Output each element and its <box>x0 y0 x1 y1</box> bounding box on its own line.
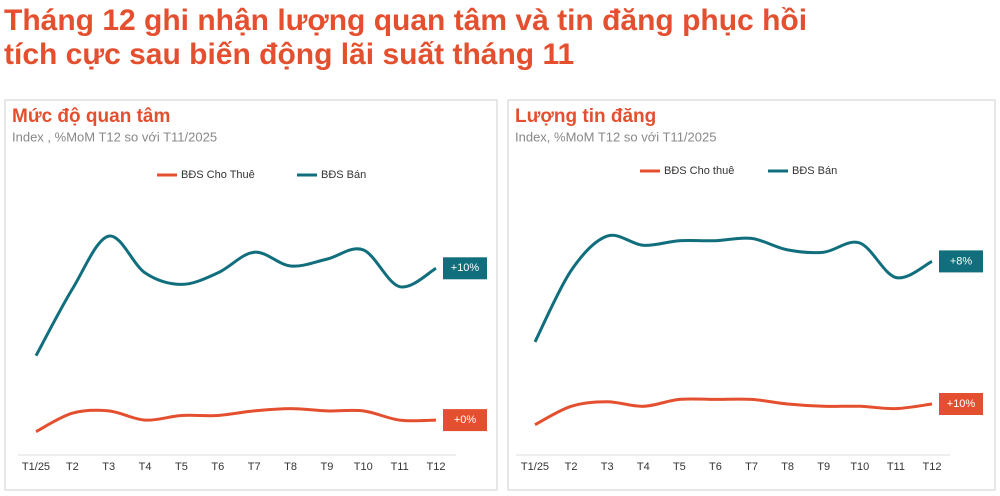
x-tick-label: T6 <box>211 461 224 473</box>
chart-title: Lượng tin đăng <box>515 106 656 127</box>
legend-label: BĐS Cho thuê <box>664 165 734 177</box>
x-tick-label: T9 <box>817 461 830 473</box>
x-tick-label: T10 <box>354 461 373 473</box>
x-tick-label: T3 <box>601 461 614 473</box>
panel <box>507 99 996 491</box>
end-label-box <box>443 257 487 280</box>
end-label-box <box>939 250 983 273</box>
end-label: +8% <box>950 255 973 267</box>
x-tick-label: T11 <box>887 461 905 473</box>
series-line <box>534 397 933 427</box>
series-line <box>34 234 437 357</box>
x-tick-label: T5 <box>673 461 686 473</box>
page-title: tích cực sau biến động lãi suất tháng 11 <box>4 38 574 71</box>
x-tick-label: T10 <box>850 461 869 473</box>
chart-subtitle: Index , %MoM T12 so với T11/2025 <box>12 129 217 144</box>
x-tick-label: T4 <box>637 461 650 473</box>
x-tick-label: T11 <box>391 461 409 473</box>
panel <box>4 99 498 491</box>
chart-subtitle: Index, %MoM T12 so với T11/2025 <box>515 129 716 144</box>
x-tick-label: T12 <box>923 461 942 473</box>
page-title: Tháng 12 ghi nhận lượng quan tâm và tin … <box>4 4 807 37</box>
end-label: +10% <box>451 262 480 274</box>
legend-label: BĐS Cho Thuê <box>181 169 255 181</box>
chart-title: Mức độ quan tâm <box>12 106 170 127</box>
x-tick-label: T7 <box>248 461 261 473</box>
x-tick-label: T7 <box>745 461 758 473</box>
legend-label: BĐS Bán <box>321 169 366 181</box>
x-tick-label: T1/25 <box>22 461 50 473</box>
end-label-box <box>939 393 983 415</box>
x-tick-label: T2 <box>66 461 79 473</box>
end-label-box <box>443 409 487 432</box>
x-tick-label: T1/25 <box>521 461 549 473</box>
series-line <box>533 233 933 343</box>
x-tick-label: T8 <box>284 461 297 473</box>
x-tick-label: T12 <box>427 461 446 473</box>
x-tick-label: T9 <box>320 461 333 473</box>
x-tick-label: T8 <box>781 461 794 473</box>
x-tick-label: T6 <box>709 461 722 473</box>
x-tick-label: T2 <box>565 461 578 473</box>
x-tick-label: T4 <box>139 461 152 473</box>
end-label: +0% <box>454 414 477 426</box>
legend-label: BĐS Bán <box>792 165 837 177</box>
x-tick-label: T3 <box>102 461 115 473</box>
x-tick-label: T5 <box>175 461 188 473</box>
end-label: +10% <box>947 398 976 410</box>
series-line <box>35 407 437 433</box>
